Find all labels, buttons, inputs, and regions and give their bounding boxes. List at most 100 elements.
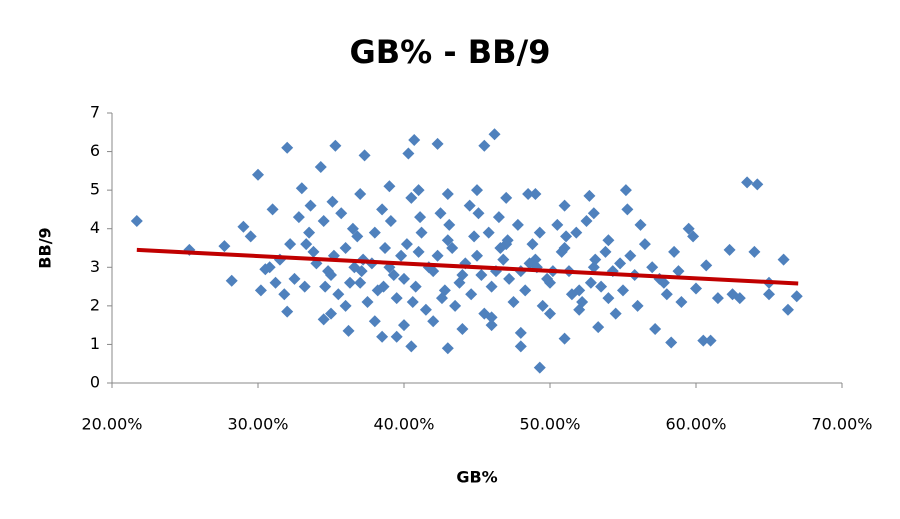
point (583, 189, 596, 202)
y-axis-label: BB/9 (36, 227, 55, 268)
point (529, 188, 542, 200)
point (379, 242, 392, 254)
point (602, 234, 615, 247)
point (665, 336, 678, 349)
point (503, 272, 516, 285)
x-tick-label: 70.00% (811, 415, 872, 434)
point (631, 299, 644, 312)
x-tick-label: 30.00% (227, 415, 288, 434)
point (690, 282, 702, 295)
point (565, 288, 578, 301)
point (726, 288, 739, 301)
point (646, 261, 659, 274)
point (580, 215, 593, 227)
point (409, 280, 422, 293)
point (485, 311, 498, 324)
point (278, 288, 291, 301)
point (482, 226, 495, 239)
point (288, 272, 301, 285)
point (492, 211, 505, 224)
point (435, 292, 448, 305)
point (507, 296, 520, 308)
point (514, 340, 527, 353)
point (672, 265, 685, 278)
point (471, 184, 483, 197)
point (741, 176, 754, 189)
point (592, 321, 605, 334)
point (449, 299, 462, 312)
x-tick-label: 50.00% (519, 415, 580, 434)
point (368, 226, 381, 239)
point (266, 203, 279, 216)
point (434, 207, 447, 220)
point (526, 238, 539, 251)
point (387, 269, 400, 281)
point (533, 361, 546, 374)
point (468, 230, 481, 243)
point (325, 307, 337, 320)
point (587, 261, 600, 274)
point (463, 199, 476, 212)
point (576, 296, 589, 308)
chart-title: GB% - BB/9 (349, 33, 550, 71)
point (339, 242, 352, 254)
point (558, 199, 571, 212)
point (697, 334, 710, 347)
point (587, 207, 600, 220)
point (339, 299, 352, 312)
x-tick-label: 40.00% (373, 415, 434, 434)
point (398, 319, 410, 332)
point (589, 253, 602, 266)
point (441, 234, 454, 247)
point (614, 257, 627, 270)
point (704, 334, 717, 347)
point (408, 134, 421, 146)
point (319, 280, 332, 293)
point (660, 288, 673, 301)
x-axis-label: GB% (456, 468, 497, 487)
point (441, 342, 454, 355)
point (456, 323, 469, 335)
point (343, 276, 356, 289)
point (395, 249, 408, 262)
point (488, 128, 501, 141)
point (453, 276, 466, 289)
point (314, 161, 327, 173)
point (624, 249, 637, 262)
point (263, 261, 276, 274)
point (383, 180, 396, 193)
point (415, 226, 428, 239)
point (390, 292, 403, 305)
point (465, 288, 478, 301)
point (777, 253, 790, 266)
point (326, 195, 339, 208)
point (687, 230, 700, 243)
point (781, 303, 794, 316)
point (485, 280, 498, 293)
point (763, 288, 775, 301)
point (558, 332, 571, 345)
point (269, 276, 282, 289)
y-tick-label: 0 (90, 373, 100, 392)
point (376, 203, 389, 216)
y-tick-label: 6 (90, 141, 100, 160)
trendline (136, 247, 799, 286)
y-tick-label: 2 (90, 295, 100, 314)
point (304, 199, 317, 212)
point (281, 141, 294, 154)
point (218, 240, 231, 253)
point (619, 184, 632, 197)
point (497, 253, 510, 266)
point (519, 284, 532, 297)
point (634, 218, 647, 231)
point (544, 307, 556, 320)
point (751, 178, 764, 191)
point (560, 230, 573, 243)
point (317, 313, 330, 326)
y-tick-label: 7 (90, 103, 100, 122)
point (368, 315, 381, 328)
x-tick-label: 20.00% (81, 415, 142, 434)
point (668, 245, 681, 258)
point (322, 265, 335, 278)
